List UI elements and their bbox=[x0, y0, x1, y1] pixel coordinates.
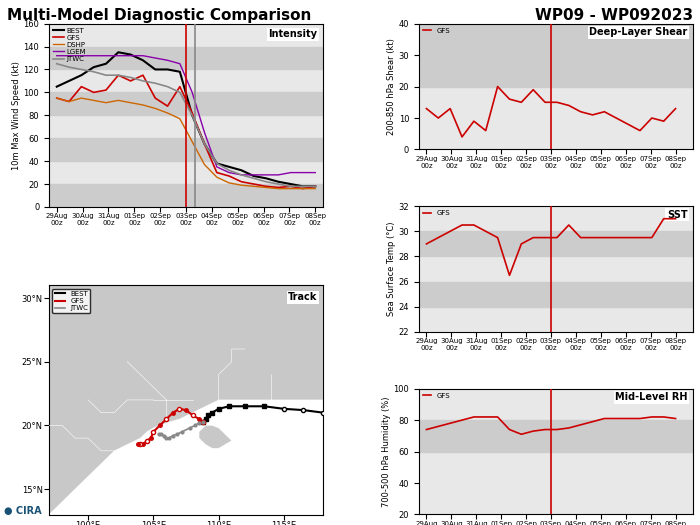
Polygon shape bbox=[49, 285, 323, 514]
Bar bbox=[49, 47, 323, 69]
Bar bbox=[419, 420, 693, 451]
Text: Multi-Model Diagnostic Comparison: Multi-Model Diagnostic Comparison bbox=[7, 8, 312, 23]
Legend: GFS: GFS bbox=[422, 27, 452, 35]
Text: WP09 - WP092023: WP09 - WP092023 bbox=[535, 8, 693, 23]
Text: Intensity: Intensity bbox=[269, 29, 318, 39]
Text: Mid-Level RH: Mid-Level RH bbox=[615, 392, 687, 402]
Y-axis label: Sea Surface Temp (°C): Sea Surface Temp (°C) bbox=[387, 222, 395, 316]
Bar bbox=[419, 232, 693, 257]
Legend: GFS: GFS bbox=[422, 209, 452, 217]
Bar bbox=[49, 92, 323, 116]
Bar bbox=[419, 24, 693, 87]
Y-axis label: 10m Max Wind Speed (kt): 10m Max Wind Speed (kt) bbox=[12, 61, 20, 170]
Y-axis label: 200-850 hPa Shear (kt): 200-850 hPa Shear (kt) bbox=[387, 38, 395, 135]
Bar bbox=[49, 184, 323, 207]
Legend: BEST, GFS, DSHP, LGEM, JTWC: BEST, GFS, DSHP, LGEM, JTWC bbox=[52, 27, 87, 62]
Text: Deep-Layer Shear: Deep-Layer Shear bbox=[589, 27, 687, 37]
Y-axis label: 700-500 hPa Humidity (%): 700-500 hPa Humidity (%) bbox=[382, 396, 391, 507]
Legend: GFS: GFS bbox=[422, 392, 452, 400]
Polygon shape bbox=[199, 425, 232, 448]
Bar bbox=[419, 281, 693, 307]
Text: Track: Track bbox=[288, 292, 318, 302]
Legend: BEST, GFS, JTWC: BEST, GFS, JTWC bbox=[52, 289, 90, 313]
Text: SST: SST bbox=[667, 210, 687, 220]
Text: ● CIRA: ● CIRA bbox=[4, 506, 41, 516]
Bar bbox=[49, 138, 323, 161]
